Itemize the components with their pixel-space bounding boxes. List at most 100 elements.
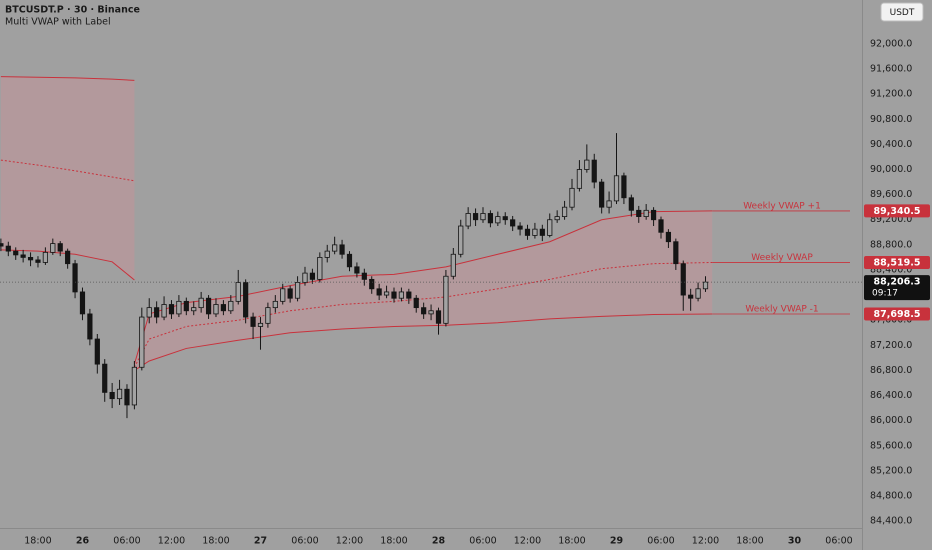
x-tick-label: 30	[788, 536, 802, 547]
candle-body	[517, 225, 523, 230]
candle-body	[495, 216, 501, 224]
y-tick-label: 90,000.0	[870, 164, 912, 175]
candle-body	[576, 169, 583, 189]
candle-body	[280, 288, 286, 302]
vwap-lower	[0, 249, 135, 281]
candle-body	[257, 322, 264, 327]
candle-body	[539, 228, 545, 236]
candle-body	[487, 213, 494, 224]
price-tag-label: 88,519.5	[874, 257, 921, 268]
candle-body	[161, 304, 167, 318]
candle-body	[116, 388, 123, 400]
band-fill	[134, 210, 713, 371]
candle-body	[183, 300, 189, 312]
candle-body	[398, 291, 405, 299]
candle-body	[510, 219, 516, 227]
candle-body	[20, 254, 26, 258]
candle-body	[406, 291, 412, 299]
currency-button[interactable]	[880, 2, 924, 22]
candle-body	[176, 300, 182, 315]
candle-body	[658, 219, 664, 233]
y-tick-label: 92,000.0	[870, 38, 912, 49]
candle-body	[220, 304, 226, 312]
candle-body	[139, 316, 145, 368]
candle-body	[450, 253, 456, 277]
candle-body	[613, 175, 620, 202]
candle-body	[688, 294, 694, 299]
candle-body	[191, 307, 197, 312]
candle-body	[346, 253, 353, 268]
x-tick-label: 18:00	[24, 536, 51, 547]
x-tick-label: 12:00	[158, 536, 185, 547]
candle-body	[435, 310, 442, 324]
countdown: 09:17	[872, 289, 898, 299]
candle-body	[369, 278, 375, 290]
x-tick-label: 06:00	[469, 536, 496, 547]
candle-body	[606, 200, 612, 208]
line-label: Weekly VWAP -1	[745, 305, 818, 315]
chart-title: BTCUSDT.P · 30 · Binance	[5, 5, 140, 16]
candle-body	[124, 388, 130, 406]
candle-body	[265, 307, 271, 324]
candle-body	[665, 231, 672, 243]
x-tick-label: 18:00	[736, 536, 763, 547]
x-tick-label: 06:00	[647, 536, 674, 547]
price-tag	[864, 307, 930, 321]
candle-body	[524, 228, 531, 236]
last-price-label: 88,206.3	[874, 277, 921, 288]
candle-body	[250, 316, 256, 327]
candle-body	[458, 225, 464, 255]
candle-body	[79, 291, 86, 315]
x-tick-label: 18:00	[202, 536, 229, 547]
currency-button-label[interactable]: USDT	[890, 8, 915, 18]
candle-body	[332, 244, 338, 252]
candle-body	[168, 304, 175, 315]
candle-body	[702, 281, 709, 290]
candle-body	[465, 213, 471, 227]
price-tag	[864, 255, 930, 269]
candle-body	[324, 250, 330, 258]
candle-body	[413, 297, 419, 309]
candle-body	[302, 272, 308, 283]
candle-body	[0, 243, 4, 247]
candle-body	[65, 250, 71, 265]
candle-body	[57, 243, 63, 252]
candle-body	[205, 297, 212, 315]
x-tick-label: 27	[254, 536, 267, 547]
last-price-tag	[864, 275, 930, 301]
candle-body	[480, 213, 486, 221]
candle-body	[569, 187, 575, 208]
x-tick-label: 06:00	[825, 536, 852, 547]
y-tick-label: 89,200.0	[870, 214, 912, 225]
candle-body	[317, 257, 323, 280]
candle-body	[131, 366, 137, 406]
candle-body	[198, 297, 204, 309]
line-label: Weekly VWAP	[751, 253, 813, 263]
vwap-vwap	[0, 159, 135, 182]
candle-body	[383, 291, 390, 296]
candle-body	[228, 300, 234, 312]
candle-body	[650, 209, 657, 221]
candle-body	[102, 363, 108, 393]
candle-body	[428, 310, 434, 315]
y-tick-label: 90,400.0	[870, 139, 912, 150]
candle-body	[287, 288, 293, 299]
candle-body	[272, 300, 278, 309]
y-tick-label: 84,800.0	[870, 490, 912, 501]
x-tick-label: 06:00	[291, 536, 318, 547]
candle-body	[361, 272, 367, 280]
candle-body	[42, 251, 48, 263]
candle-body	[554, 216, 560, 221]
line-label: Weekly VWAP +1	[743, 201, 821, 211]
y-tick-label: 91,200.0	[870, 89, 912, 100]
candle-body	[35, 259, 41, 263]
y-tick-label: 87,200.0	[870, 340, 912, 351]
candle-body	[5, 245, 11, 252]
candle-body	[421, 307, 427, 315]
vwap-lower	[134, 313, 713, 371]
candle-body	[243, 282, 249, 318]
candle-body	[591, 159, 597, 183]
candle-body	[146, 307, 152, 318]
